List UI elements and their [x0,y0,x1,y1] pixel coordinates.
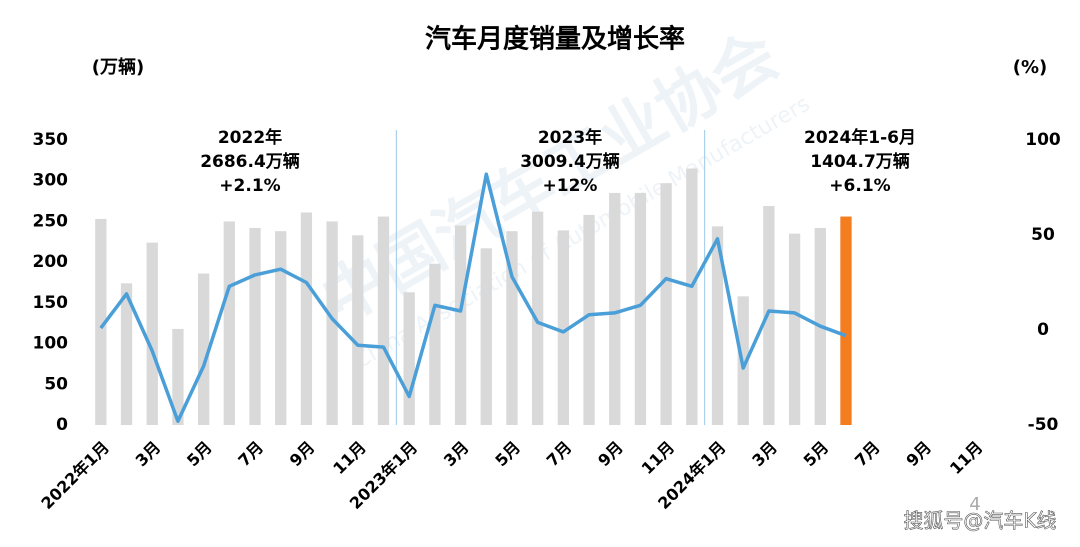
x-tick-label: 5月 [800,438,833,471]
y-tick-label: 50 [44,374,68,394]
y-tick-label: 200 [33,252,69,272]
bar [454,225,467,425]
x-tick-label: 7月 [234,438,267,471]
bar [300,212,313,425]
annotation: 2023年 [538,127,602,148]
x-tick-label: 5月 [491,438,524,471]
line [99,172,847,423]
y-tick-label: 300 [33,171,69,191]
annotation: +12% [543,176,598,196]
annotation: 3009.4万辆 [520,151,620,172]
bar [377,216,390,425]
y-axis-label: (万辆) [92,56,144,78]
x-tick-label: 7月 [851,438,884,471]
bar [763,205,775,425]
bar [609,192,621,425]
y-tick-label: 100 [33,334,69,354]
x-tick-label: 5月 [183,438,216,471]
bar [506,231,518,425]
bar [352,235,364,425]
y2-tick-label: 100 [1025,130,1061,150]
x-tick-label: 11月 [946,438,987,479]
x-tick-label: 3月 [132,438,165,471]
bar [172,328,184,425]
y-tick-label: 0 [56,415,68,435]
bar [634,192,647,425]
x-tick-label: 2022年1月 [37,438,112,513]
y-tick-label: 250 [33,211,69,231]
x-tick-label: 9月 [286,438,319,471]
bar [557,230,569,425]
annotation: 2686.4万辆 [200,151,300,172]
bar [583,214,595,425]
y2-tick-label: 0 [1037,320,1049,340]
bar [660,183,672,425]
annotation: 2024年1-6月 [804,127,916,148]
x-tick-label: 3月 [748,438,781,471]
annotation: 2022年 [218,127,282,148]
x-tick-label: 9月 [902,438,935,471]
y-tick-label: 350 [33,130,69,150]
x-tick-label: 11月 [329,438,370,479]
bar [223,221,235,425]
chart-title: 汽车月度销量及增长率 [425,24,685,55]
bar [326,221,338,425]
y2-tick-label: -50 [1028,415,1059,435]
bar [788,233,801,425]
bar [403,292,415,425]
bar [120,283,133,425]
y-tick-label: 150 [33,293,69,313]
bar [840,216,852,425]
annotation: +6.1% [829,176,890,196]
bar [480,248,492,425]
y2-tick-label: 50 [1031,225,1055,245]
bar [686,168,698,425]
bar [532,211,544,425]
bar [95,218,107,425]
bar [249,227,261,425]
page-number: 4 [969,494,980,515]
bar [429,263,441,425]
x-tick-label: 9月 [594,438,627,471]
bar [711,226,724,425]
y2-axis-label: (%) [1013,57,1048,78]
bar [197,273,210,425]
x-tick-label: 11月 [638,438,679,479]
x-tick-label: 3月 [440,438,473,471]
annotation: +2.1% [219,176,280,196]
bar [146,242,158,425]
bar [275,231,287,425]
source: 搜狐号@汽车K线 [903,509,1056,533]
x-tick-label: 7月 [543,438,576,471]
annotation: 1404.7万辆 [810,151,910,172]
